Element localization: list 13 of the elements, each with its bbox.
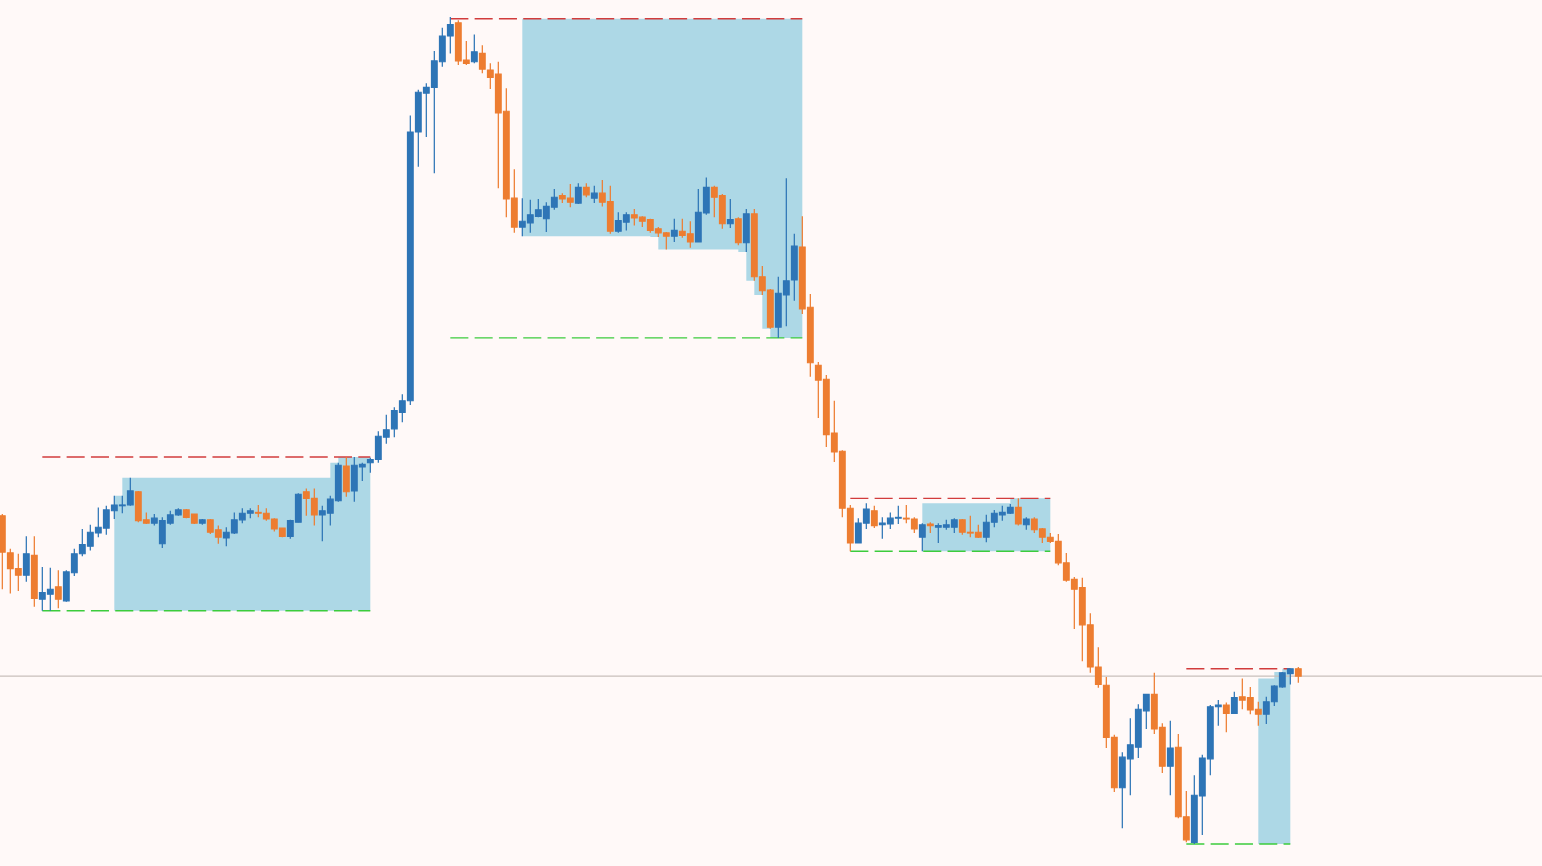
candlestick [1014,497,1022,527]
candlestick [470,33,478,64]
candlestick [574,182,582,205]
candlestick [1166,720,1174,796]
candlestick [1230,691,1238,714]
candlestick [1222,701,1230,733]
candlestick [734,216,742,246]
candlestick [870,505,878,529]
candlestick [918,522,926,552]
candlestick [54,569,62,609]
candlestick [726,198,734,229]
candlestick [670,218,678,243]
candlestick [22,535,30,583]
